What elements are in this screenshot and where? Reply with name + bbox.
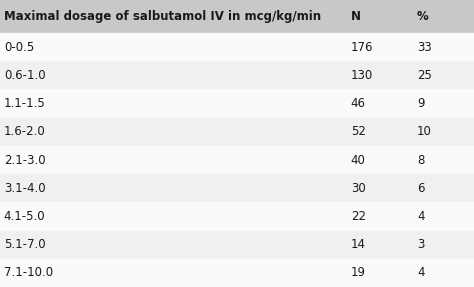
Text: 14: 14 — [351, 238, 366, 251]
Text: 3: 3 — [417, 238, 425, 251]
Text: 52: 52 — [351, 125, 365, 138]
Text: 1.1-1.5: 1.1-1.5 — [4, 97, 46, 110]
Text: 22: 22 — [351, 210, 366, 223]
Text: 40: 40 — [351, 154, 365, 166]
Bar — [0, 174, 474, 202]
Text: 30: 30 — [351, 182, 365, 195]
Text: 3.1-4.0: 3.1-4.0 — [4, 182, 46, 195]
Text: 19: 19 — [351, 266, 366, 279]
Text: 46: 46 — [351, 97, 366, 110]
Bar — [0, 230, 474, 259]
Bar — [0, 118, 474, 146]
Text: Maximal dosage of salbutamol IV in mcg/kg/min: Maximal dosage of salbutamol IV in mcg/k… — [4, 10, 321, 23]
Text: 8: 8 — [417, 154, 425, 166]
Bar — [0, 259, 474, 287]
Text: %: % — [417, 10, 429, 23]
Text: 25: 25 — [417, 69, 432, 82]
Text: 2.1-3.0: 2.1-3.0 — [4, 154, 46, 166]
Bar — [0, 202, 474, 230]
Text: 0.6-1.0: 0.6-1.0 — [4, 69, 46, 82]
Text: 176: 176 — [351, 41, 373, 54]
Bar — [0, 146, 474, 174]
Text: 5.1-7.0: 5.1-7.0 — [4, 238, 46, 251]
Bar — [0, 61, 474, 90]
Text: 9: 9 — [417, 97, 425, 110]
Bar — [0, 90, 474, 118]
Bar — [0, 0, 474, 33]
Text: 1.6-2.0: 1.6-2.0 — [4, 125, 46, 138]
Text: 4: 4 — [417, 266, 425, 279]
Text: 7.1-10.0: 7.1-10.0 — [4, 266, 53, 279]
Text: 6: 6 — [417, 182, 425, 195]
Text: 0-0.5: 0-0.5 — [4, 41, 34, 54]
Text: 4: 4 — [417, 210, 425, 223]
Text: 4.1-5.0: 4.1-5.0 — [4, 210, 46, 223]
Text: N: N — [351, 10, 361, 23]
Text: 130: 130 — [351, 69, 373, 82]
Bar — [0, 33, 474, 61]
Text: 10: 10 — [417, 125, 432, 138]
Text: 33: 33 — [417, 41, 432, 54]
